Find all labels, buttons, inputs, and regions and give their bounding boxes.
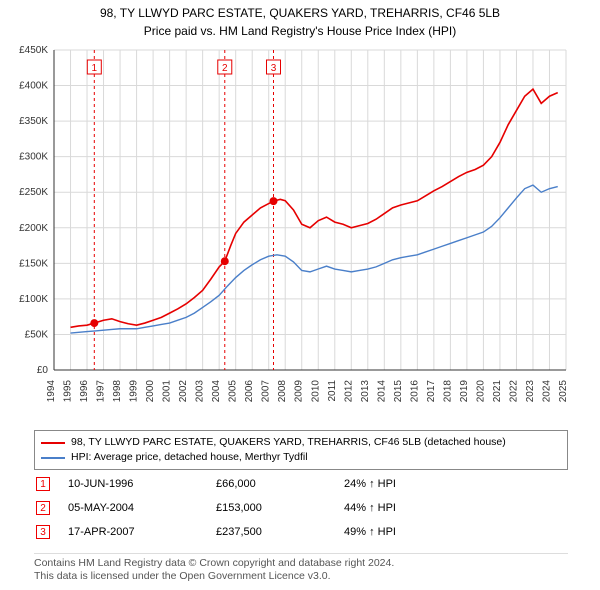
svg-text:2002: 2002 <box>178 380 189 403</box>
sale-marker-number: 2 <box>36 501 50 515</box>
footer-attribution: Contains HM Land Registry data © Crown c… <box>34 553 568 584</box>
svg-text:3: 3 <box>271 63 277 74</box>
svg-text:£0: £0 <box>37 365 49 376</box>
sales-table: 110-JUN-1996£66,00024% ↑ HPI205-MAY-2004… <box>34 472 568 544</box>
svg-text:2013: 2013 <box>360 380 371 403</box>
svg-text:1994: 1994 <box>46 380 57 403</box>
legend-swatch <box>41 442 65 444</box>
svg-text:£50K: £50K <box>25 329 49 340</box>
svg-text:2017: 2017 <box>426 380 437 403</box>
svg-text:2: 2 <box>222 63 228 74</box>
series-hpi <box>71 185 558 333</box>
sale-price: 05-MAY-2004 <box>68 502 198 514</box>
legend-row: 98, TY LLWYD PARC ESTATE, QUAKERS YARD, … <box>41 435 561 450</box>
chart-container: 98, TY LLWYD PARC ESTATE, QUAKERS YARD, … <box>0 0 600 590</box>
svg-text:2020: 2020 <box>475 380 486 403</box>
sale-price: 17-APR-2007 <box>68 526 198 538</box>
sale-row: 110-JUN-1996£66,00024% ↑ HPI <box>34 472 568 496</box>
legend-label: 98, TY LLWYD PARC ESTATE, QUAKERS YARD, … <box>71 435 506 450</box>
svg-text:2021: 2021 <box>492 380 503 403</box>
price-chart: £0 £50K £100K £150K £200K £250K £300K £350K £400… <box>0 44 600 424</box>
svg-text:1997: 1997 <box>96 380 107 403</box>
svg-text:£450K: £450K <box>19 45 48 56</box>
svg-text:£150K: £150K <box>19 258 48 269</box>
svg-text:£200K: £200K <box>19 223 48 234</box>
sale-pct-vs-hpi: 24% ↑ HPI <box>344 478 568 490</box>
sale-pct-vs-hpi: 49% ↑ HPI <box>344 526 568 538</box>
svg-text:2014: 2014 <box>376 380 387 403</box>
svg-text:£350K: £350K <box>19 116 48 127</box>
svg-text:2007: 2007 <box>261 380 272 403</box>
svg-text:2023: 2023 <box>525 380 536 403</box>
legend: 98, TY LLWYD PARC ESTATE, QUAKERS YARD, … <box>34 430 568 470</box>
svg-text:2011: 2011 <box>327 380 338 402</box>
svg-text:2022: 2022 <box>508 380 519 403</box>
svg-text:£250K: £250K <box>19 187 48 198</box>
sale-marker-number: 3 <box>36 525 50 539</box>
sale-row: 317-APR-2007£237,50049% ↑ HPI <box>34 520 568 544</box>
svg-text:1996: 1996 <box>79 380 90 403</box>
svg-text:1998: 1998 <box>112 380 123 403</box>
svg-text:2024: 2024 <box>541 380 552 403</box>
svg-text:1: 1 <box>92 63 98 74</box>
svg-text:2019: 2019 <box>459 380 470 403</box>
legend-swatch <box>41 457 65 459</box>
svg-text:1999: 1999 <box>129 380 140 403</box>
legend-row: HPI: Average price, detached house, Mert… <box>41 450 561 465</box>
svg-text:2000: 2000 <box>145 380 156 403</box>
sale-pct-vs-hpi: 44% ↑ HPI <box>344 502 568 514</box>
svg-text:2016: 2016 <box>409 380 420 403</box>
svg-text:2001: 2001 <box>162 380 173 403</box>
footer-line-1: Contains HM Land Registry data © Crown c… <box>34 557 568 571</box>
svg-text:2004: 2004 <box>211 380 222 403</box>
svg-text:2018: 2018 <box>442 380 453 403</box>
sale-row: 205-MAY-2004£153,00044% ↑ HPI <box>34 496 568 520</box>
title-subtitle: Price paid vs. HM Land Registry's House … <box>0 20 600 38</box>
svg-text:2010: 2010 <box>310 380 321 403</box>
svg-text:2009: 2009 <box>294 380 305 403</box>
footer-line-2: This data is licensed under the Open Gov… <box>34 570 568 584</box>
sale-price: 10-JUN-1996 <box>68 478 198 490</box>
legend-label: HPI: Average price, detached house, Mert… <box>71 450 308 465</box>
svg-text:£400K: £400K <box>19 81 48 92</box>
svg-text:£300K: £300K <box>19 152 48 163</box>
sale-marker-number: 1 <box>36 477 50 491</box>
svg-text:2012: 2012 <box>343 380 354 403</box>
svg-text:2015: 2015 <box>393 380 404 403</box>
svg-text:2025: 2025 <box>558 380 569 403</box>
svg-text:2008: 2008 <box>277 380 288 403</box>
svg-text:2003: 2003 <box>195 380 206 403</box>
svg-text:1995: 1995 <box>63 380 74 403</box>
series-property <box>71 89 558 327</box>
svg-text:£100K: £100K <box>19 294 48 305</box>
title-address: 98, TY LLWYD PARC ESTATE, QUAKERS YARD, … <box>0 0 600 20</box>
svg-text:2005: 2005 <box>228 380 239 403</box>
svg-text:2006: 2006 <box>244 380 255 403</box>
